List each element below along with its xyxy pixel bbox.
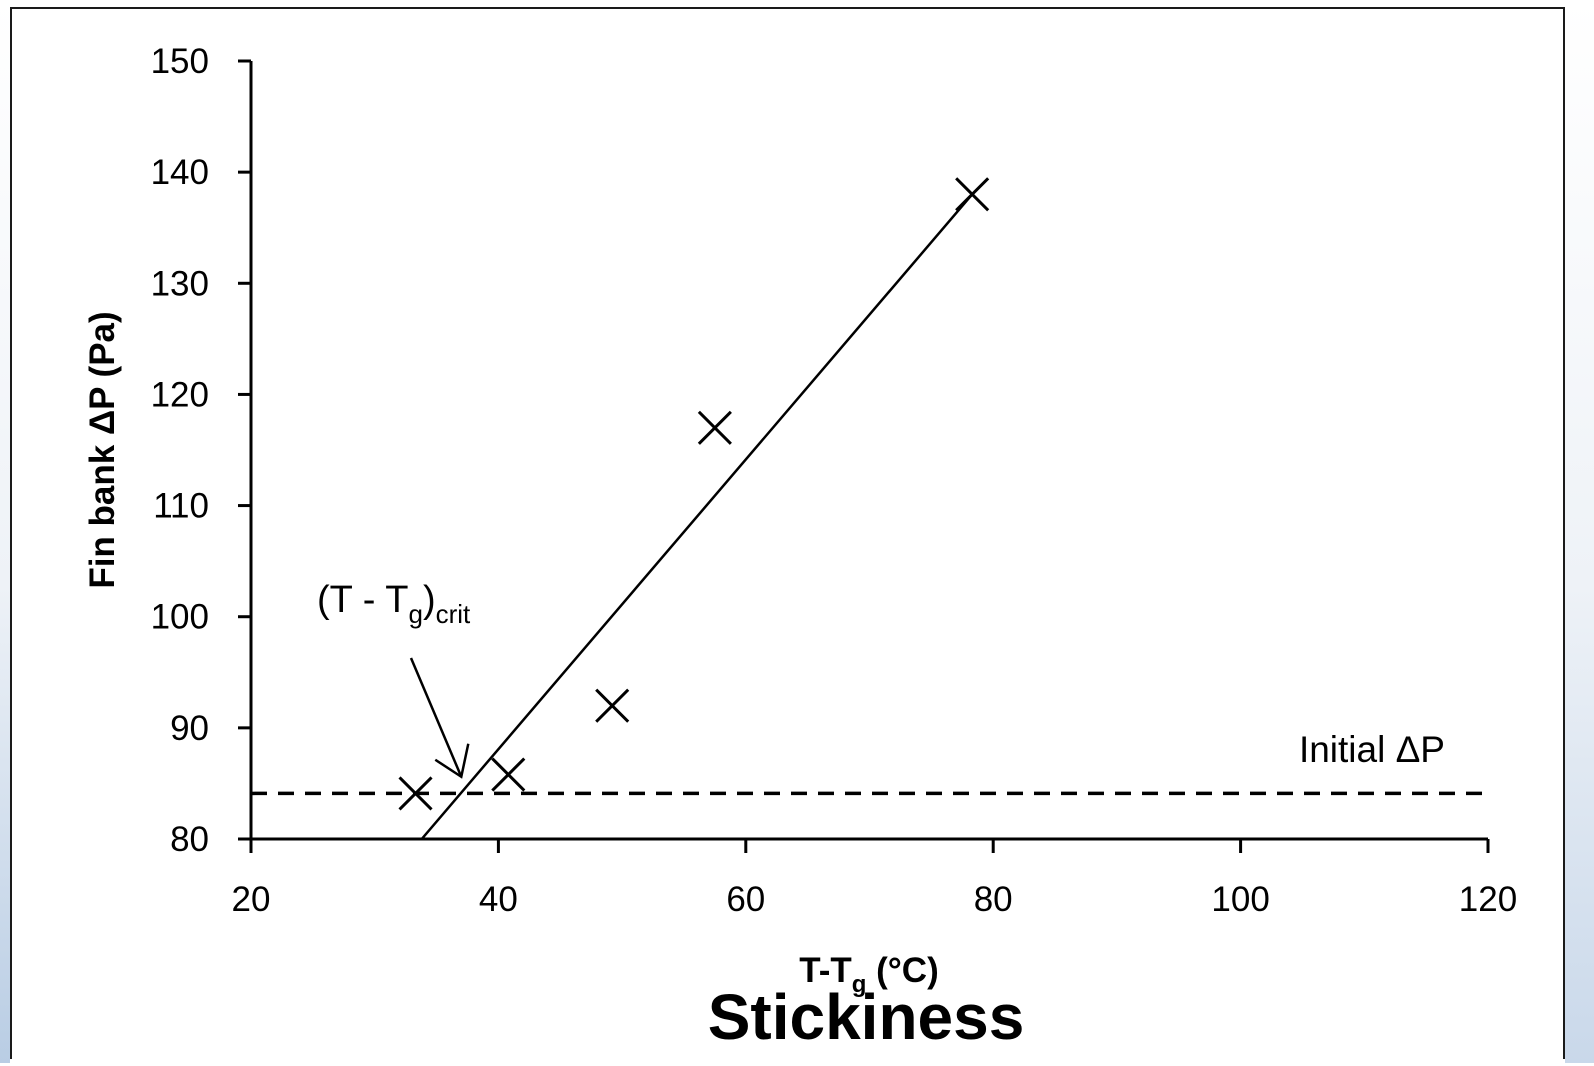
x-tick-label: 60 xyxy=(726,880,765,919)
x-tick-label: 120 xyxy=(1459,880,1517,919)
y-tick-label: 90 xyxy=(170,709,209,748)
y-tick-label: 100 xyxy=(151,598,209,637)
critical-label-close: ) xyxy=(423,579,436,621)
axes xyxy=(251,61,1488,839)
critical-label-sub2: crit xyxy=(436,599,471,629)
y-axis-label: Fin bank ΔP (Pa) xyxy=(83,311,122,588)
chart-frame: 80 90 100 110 120 130 140 150 20 40 60 80 100 120 Ini… xyxy=(10,7,1565,1059)
chart-title: Stickiness xyxy=(708,981,1025,1053)
critical-label: (T - Tg)crit xyxy=(317,579,471,629)
y-tick-label: 120 xyxy=(151,375,209,414)
window-edge-shade xyxy=(0,0,10,1063)
critical-label-main: (T - T xyxy=(317,579,408,621)
initial-dp-label: Initial ΔP xyxy=(1299,729,1445,770)
critical-annotation: (T - Tg)crit xyxy=(317,579,471,777)
data-points xyxy=(400,178,989,809)
fit-line-group xyxy=(422,194,972,839)
x-tick-label: 40 xyxy=(479,880,518,919)
critical-label-sub: g xyxy=(408,599,422,629)
stickiness-chart: 80 90 100 110 120 130 140 150 20 40 60 80 100 120 Ini… xyxy=(12,9,1567,1061)
data-point xyxy=(596,690,628,722)
fit-line xyxy=(422,194,972,839)
y-tick-label: 110 xyxy=(153,487,209,526)
data-point xyxy=(699,412,731,444)
data-point xyxy=(956,178,988,210)
y-tick-label: 150 xyxy=(151,42,209,81)
x-tick-label: 80 xyxy=(974,880,1013,919)
y-tick-label: 130 xyxy=(151,264,209,303)
arrow-head xyxy=(435,744,468,777)
axis-ticks: 80 90 100 110 120 130 140 150 20 40 60 80 100 120 xyxy=(151,42,1518,919)
data-point xyxy=(492,759,524,791)
window-right-edge-shade xyxy=(1565,0,1594,1063)
x-tick-label: 20 xyxy=(232,880,271,919)
y-tick-label: 80 xyxy=(170,820,209,859)
y-tick-label: 140 xyxy=(151,153,209,192)
x-tick-label: 100 xyxy=(1211,880,1269,919)
